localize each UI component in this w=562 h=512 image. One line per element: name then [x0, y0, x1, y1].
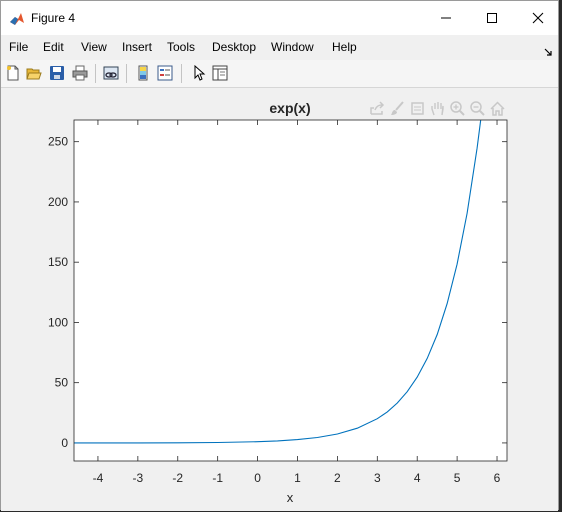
x-tick-label: 4 [414, 471, 421, 485]
legend-icon [157, 65, 173, 81]
chart-title: exp(x) [269, 100, 310, 116]
window-title: Figure 4 [31, 11, 75, 25]
x-tick-label: 1 [294, 471, 301, 485]
x-tick-label: 0 [254, 471, 261, 485]
menu-edit[interactable]: Edit [43, 40, 64, 54]
y-tick-label: 200 [48, 195, 68, 209]
y-tick-label: 150 [48, 255, 68, 269]
toolbar-separator [126, 64, 127, 83]
property-inspector-button[interactable] [211, 64, 229, 82]
x-tick-label: 6 [494, 471, 501, 485]
minimize-icon [440, 12, 452, 24]
toolbar-separator [181, 64, 182, 83]
dock-arrow-icon[interactable] [544, 43, 552, 51]
y-tick-label: 100 [48, 315, 68, 329]
open-file-button[interactable] [25, 64, 43, 82]
x-axis-label: x [287, 490, 294, 505]
y-tick-label: 250 [48, 135, 68, 149]
menu-desktop[interactable]: Desktop [212, 40, 256, 54]
x-tick-label: -4 [93, 471, 104, 485]
figure-toolbar [1, 60, 558, 88]
x-tick-label: -3 [133, 471, 144, 485]
x-tick-label: 5 [454, 471, 461, 485]
link-plot-button[interactable] [102, 64, 120, 82]
close-icon [532, 12, 544, 24]
plot-svg: exp(x) x -4 -3 -2 -1 0 1 2 3 4 5 6 0 50 100 150 200 250 [1, 88, 558, 511]
colorbar-button[interactable] [134, 64, 152, 82]
menu-tools[interactable]: Tools [167, 40, 195, 54]
print-button[interactable] [71, 64, 89, 82]
new-figure-icon [5, 65, 21, 81]
x-tick-label: -1 [212, 471, 223, 485]
x-tick-label: 2 [334, 471, 341, 485]
link-plot-icon [103, 65, 119, 81]
zoom-out-icon[interactable] [469, 100, 486, 117]
close-button[interactable] [515, 1, 561, 35]
toolbar-separator [95, 64, 96, 83]
maximize-button[interactable] [469, 1, 515, 35]
print-icon [72, 65, 88, 81]
save-icon [49, 65, 65, 81]
save-button[interactable] [48, 64, 66, 82]
x-tick-label: 3 [374, 471, 381, 485]
figure-canvas: exp(x) x -4 -3 -2 -1 0 1 2 3 4 5 6 0 50 100 150 200 250 [1, 88, 558, 511]
colorbar-icon [135, 65, 151, 81]
menu-help[interactable]: Help [332, 40, 357, 54]
home-icon[interactable] [489, 100, 506, 117]
menu-window[interactable]: Window [271, 40, 314, 54]
menu-bar: File Edit View Insert Tools Desktop Wind… [1, 36, 558, 59]
matlab-logo-icon [9, 11, 25, 27]
menu-insert[interactable]: Insert [122, 40, 152, 54]
y-tick-label: 0 [61, 436, 68, 450]
datatip-icon[interactable] [409, 100, 426, 117]
zoom-in-icon[interactable] [449, 100, 466, 117]
minimize-button[interactable] [423, 1, 469, 35]
legend-button[interactable] [156, 64, 174, 82]
title-bar[interactable]: Figure 4 [1, 1, 558, 35]
edit-pointer-icon [190, 65, 206, 81]
export-icon[interactable] [369, 100, 386, 117]
y-tick-label: 50 [55, 376, 69, 390]
x-tick-label: -2 [172, 471, 183, 485]
menu-file[interactable]: File [9, 40, 28, 54]
maximize-icon [486, 12, 498, 24]
axes-background[interactable] [74, 120, 507, 461]
edit-pointer-button[interactable] [189, 64, 207, 82]
pan-icon[interactable] [429, 100, 446, 117]
menu-view[interactable]: View [81, 40, 107, 54]
property-inspector-icon [212, 65, 228, 81]
open-file-icon [26, 65, 42, 81]
brush-icon[interactable] [389, 100, 406, 117]
new-figure-button[interactable] [4, 64, 22, 82]
